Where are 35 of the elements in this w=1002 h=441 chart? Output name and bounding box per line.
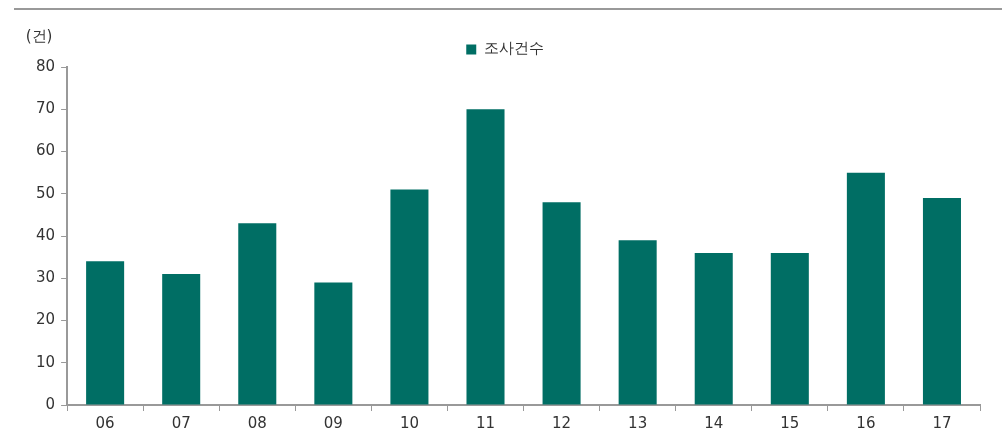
x-tick-label: 11 — [475, 413, 496, 432]
y-tick-label: 70 — [35, 99, 56, 118]
x-tick-label: 15 — [780, 413, 800, 432]
y-tick-label: 0 — [45, 394, 56, 413]
bar — [922, 197, 961, 405]
x-tick-label: 13 — [628, 413, 648, 432]
y-tick-label: 20 — [35, 310, 56, 329]
bar — [86, 261, 125, 405]
y-tick-label: 60 — [35, 141, 56, 160]
y-tick-label: 80 — [35, 56, 56, 75]
y-tick-label: 40 — [35, 225, 56, 244]
x-tick-label: 06 — [95, 413, 115, 432]
x-tick-label: 12 — [552, 413, 572, 432]
bar — [770, 252, 809, 405]
x-tick-label: 14 — [704, 413, 724, 432]
bar — [162, 274, 201, 405]
y-axis-title: (건) — [25, 27, 53, 45]
x-tick-label: 09 — [323, 413, 343, 432]
y-tick-label: 10 — [35, 352, 56, 371]
legend-label: 조사건수 — [483, 39, 544, 58]
x-tick-label: 10 — [399, 413, 419, 432]
bar — [390, 189, 429, 405]
bar — [466, 109, 505, 405]
bar — [542, 202, 581, 405]
bar — [618, 240, 657, 405]
y-tick-label: 30 — [35, 268, 56, 287]
bar — [694, 252, 733, 405]
bar — [846, 172, 885, 405]
bar — [314, 282, 353, 405]
x-tick-label: 17 — [932, 413, 952, 432]
bar — [238, 223, 277, 405]
x-tick-label: 07 — [171, 413, 191, 432]
x-tick-label: 16 — [856, 413, 876, 432]
x-tick-label: 08 — [247, 413, 267, 432]
y-tick-label: 50 — [35, 183, 56, 202]
